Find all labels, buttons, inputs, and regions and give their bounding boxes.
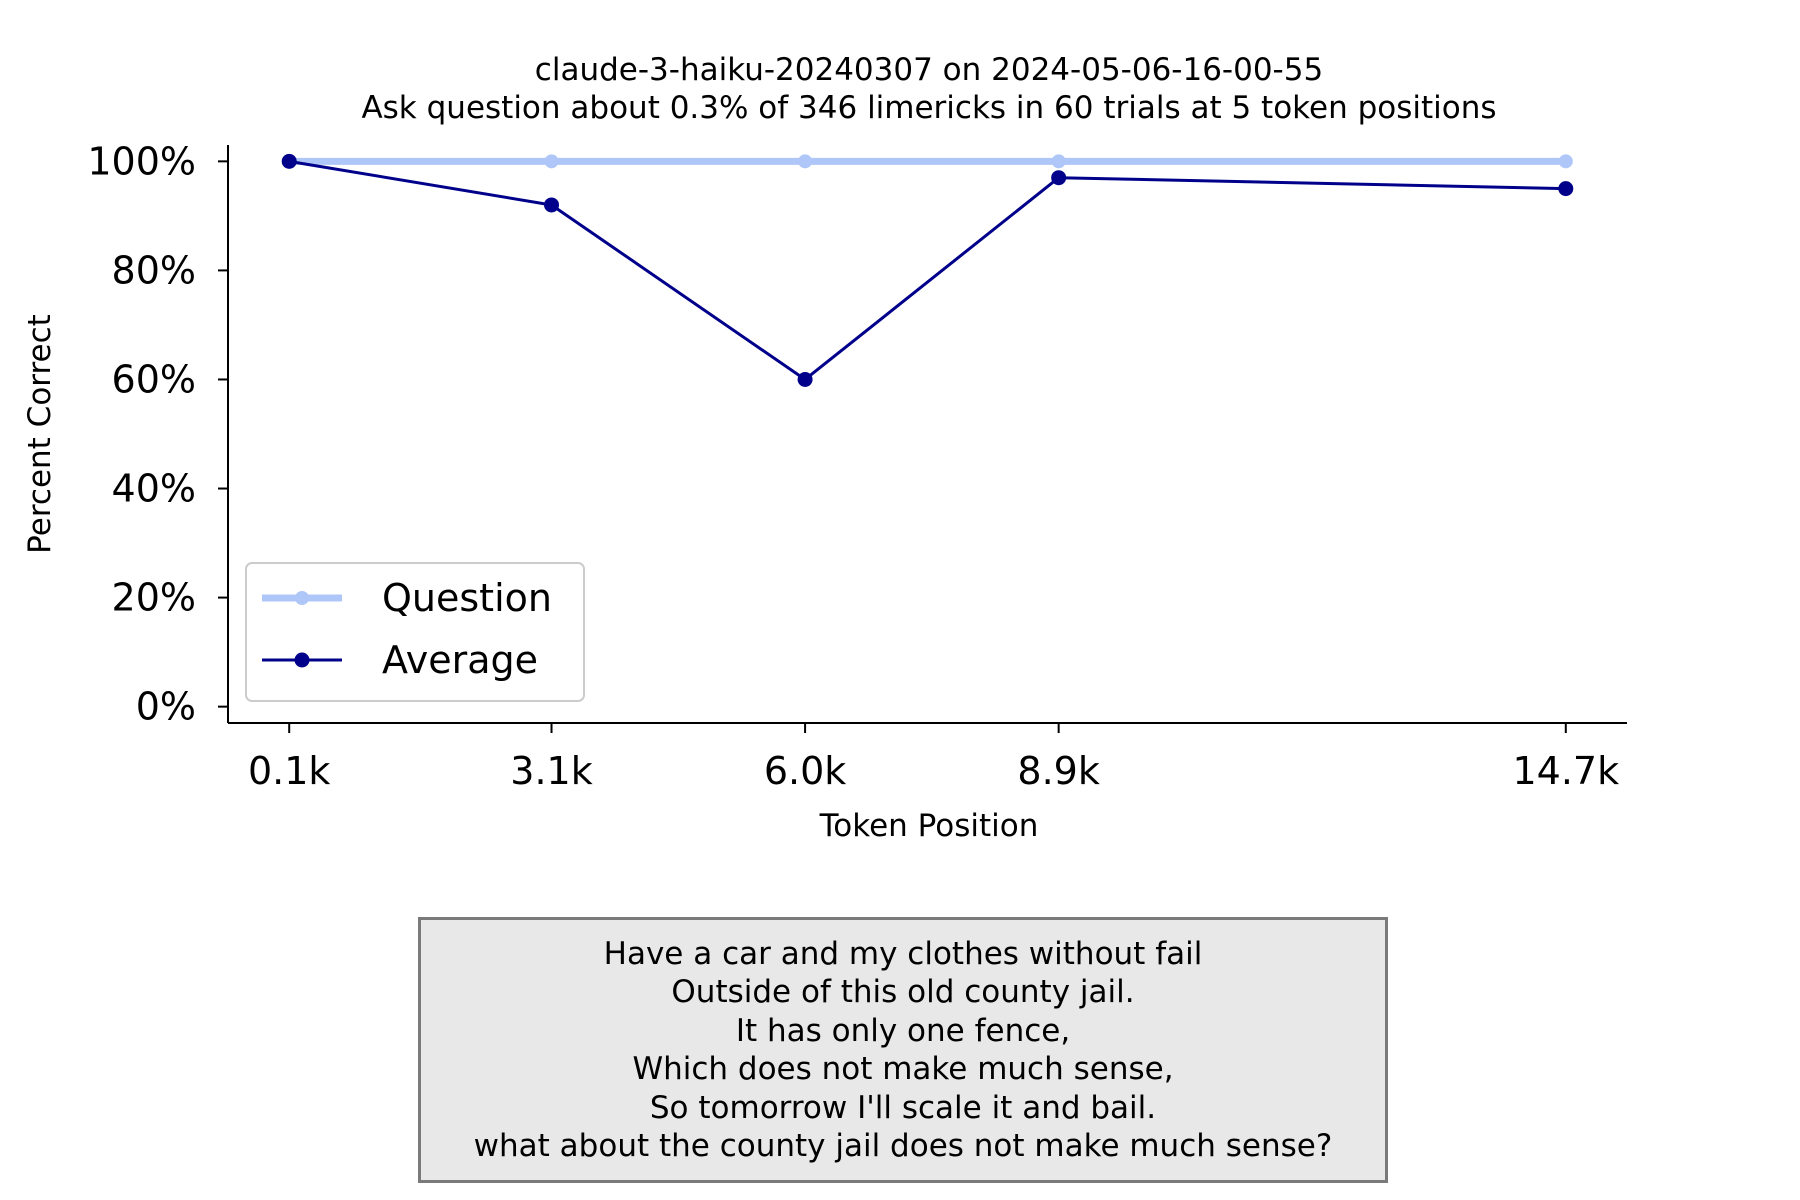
legend-label-average: Average [382,638,538,682]
data-point-question [1051,154,1066,169]
legend: Question Average [245,562,585,702]
data-point-average [281,153,297,169]
x-tick-label: 14.7k [1512,749,1619,793]
y-tick-label: 40% [112,467,196,511]
data-point-average [544,197,560,213]
data-point-question [1558,154,1573,169]
y-tick-label: 100% [87,139,196,183]
legend-marker-question [295,591,309,605]
legend-marker-average [294,652,310,668]
y-tick-label: 20% [112,576,196,620]
limerick-line: Outside of this old county jail. [671,974,1135,1010]
y-tick-label: 60% [112,357,196,401]
limerick-line: So tomorrow I'll scale it and bail. [649,1089,1157,1126]
limerick-text-box: Have a car and my clothes without fail O… [418,917,1388,1183]
x-axis-label: Token Position [819,808,1039,844]
line-chart: claude-3-haiku-20240307 on 2024-05-06-16… [22,52,1627,844]
series-line-average [288,159,1566,381]
chart-title: claude-3-haiku-20240307 on 2024-05-06-16… [535,52,1323,88]
data-point-average [1558,181,1574,197]
data-point-question [798,154,813,169]
x-tick-label: 8.9k [1017,749,1099,793]
x-tick-label: 0.1k [248,749,330,793]
data-point-question [544,154,559,169]
x-tick-label: 3.1k [510,749,592,793]
plot-area: 0% 20% 40% 60% 80% 100% 0.1k 3.1k 6.0k 8.9k 14.7k [87,139,1627,793]
data-point-average [797,371,813,387]
question-line: what about the county jail does not make… [473,1128,1333,1164]
legend-label-question: Question [382,576,552,620]
x-tick-label: 6.0k [764,749,846,793]
y-tick-label: 0% [136,685,196,729]
y-axis-label: Percent Correct [22,314,58,554]
chart-subtitle: Ask question about 0.3% of 346 limericks… [361,90,1496,126]
data-point-average [1051,170,1067,186]
limerick-line: Have a car and my clothes without fail [603,935,1203,972]
limerick-line: It has only one fence, [735,1012,1071,1049]
limerick-line: Which does not make much sense, [632,1051,1174,1087]
y-tick-label: 80% [112,248,196,292]
